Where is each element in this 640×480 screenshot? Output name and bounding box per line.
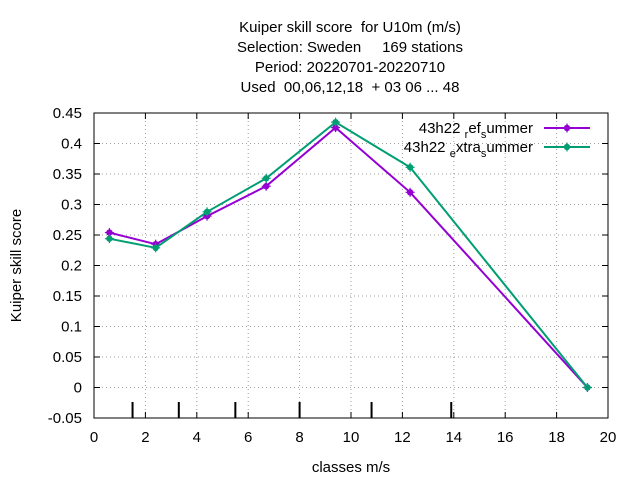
y-tick-label: 0.1 [61,319,82,336]
legend-label-part: e [450,148,456,160]
legend-label-part: 43h22 [419,120,465,137]
x-axis-ticks: 0 2 4 6 8 10 12 14 16 18 20 [90,113,617,446]
data-point [405,162,415,172]
legend-marker-2 [562,142,572,152]
data-point [331,117,341,127]
y-tick-label: 0.05 [53,349,82,366]
x-tick-label: 8 [295,429,303,446]
legend-label-part: 43h22 [404,139,450,156]
x-tick-label: 2 [141,429,149,446]
y-tick-label: 0 [74,380,82,397]
data-point [151,243,161,253]
legend-label-part: ummer [486,139,533,156]
y-tick-label: 0.15 [53,288,82,305]
legend-label-2: 43h22 extrasummer [404,139,533,160]
x-tick-label: 10 [343,429,360,446]
x-tick-label: 18 [548,429,565,446]
x-tick-label: 12 [394,429,411,446]
title-line-2: Selection: Sweden 169 stations [237,39,463,56]
legend-label-part: ummer [486,120,533,137]
data-series [104,117,592,392]
data-point [582,383,592,392]
x-tick-label: 4 [193,429,201,446]
series-line-1 [109,126,589,389]
legend-label-part: r [465,129,469,141]
legend-label-part: ef [468,120,481,137]
data-point [261,173,271,183]
y-tick-label: 0.4 [61,136,82,153]
x-tick-label: 6 [244,429,252,446]
series-line-2 [109,120,589,389]
data-point [405,187,415,197]
class-boundary-marks [131,402,453,418]
title-line-4: Used 00,06,12,18 + 03 06 ... 48 [241,79,460,96]
x-tick-label: 20 [600,429,617,446]
y-tick-label: 0.45 [53,105,82,122]
data-point [261,181,271,191]
x-tick-label: 0 [90,429,98,446]
legend-label-1: 43h22 refsummer [419,120,533,141]
legend-label-part: xtra [456,139,482,156]
data-point [202,207,212,217]
y-tick-label: 0.25 [53,227,82,244]
y-tick-label: 0.2 [61,258,82,275]
x-axis-label: classes m/s [312,459,390,476]
y-tick-label: 0.3 [61,197,82,214]
legend-label-part: s [481,148,487,160]
title-line-1: Kuiper skill score for U10m (m/s) [239,19,461,36]
title-line-3: Period: 20220701-20220710 [255,59,445,76]
chart-title: Kuiper skill score for U10m (m/s) Selecti… [237,19,463,96]
x-tick-label: 14 [445,429,462,446]
y-tick-label: 0.35 [53,166,82,183]
y-tick-label: -0.05 [48,410,82,427]
y-axis-ticks: -0.05 0 0.05 0.1 0.15 0.2 0.25 0.3 0.35 0.4 0.45 [48,105,608,427]
data-point [104,234,114,244]
y-axis-label: Kuiper skill score [8,209,25,322]
legend-label-part: s [481,129,487,141]
legend-marker-1 [562,123,572,133]
grid [94,113,608,418]
x-tick-label: 16 [497,429,514,446]
